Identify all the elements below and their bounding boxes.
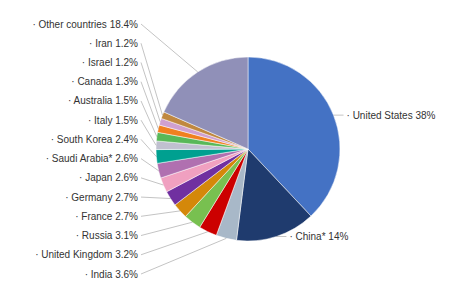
svg-text:· South Korea 2.4%: · South Korea 2.4% — [51, 134, 138, 145]
svg-text:· India 3.6%: · India 3.6% — [85, 269, 138, 280]
svg-text:· Russia 3.1%: · Russia 3.1% — [76, 230, 138, 241]
svg-text:· Iran 1.2%: · Iran 1.2% — [89, 38, 138, 49]
svg-text:· China* 14%: · China* 14% — [289, 231, 348, 242]
svg-text:· Israel 1.2%: · Israel 1.2% — [82, 57, 138, 68]
svg-text:· Germany 2.7%: · Germany 2.7% — [65, 192, 138, 203]
svg-text:· Australia 1.5%: · Australia 1.5% — [68, 95, 138, 106]
svg-text:· United States 38%: · United States 38% — [347, 110, 436, 121]
svg-text:· France 2.7%: · France 2.7% — [75, 211, 138, 222]
svg-text:· United Kingdom 3.2%: · United Kingdom 3.2% — [35, 249, 138, 260]
svg-text:· Other countries 18.4%: · Other countries 18.4% — [32, 19, 138, 30]
svg-text:· Canada 1.3%: · Canada 1.3% — [71, 76, 138, 87]
svg-text:· Japan 2.6%: · Japan 2.6% — [79, 172, 138, 183]
svg-text:· Saudi Arabia* 2.6%: · Saudi Arabia* 2.6% — [46, 153, 138, 164]
svg-text:· Italy 1.5%: · Italy 1.5% — [88, 115, 138, 126]
